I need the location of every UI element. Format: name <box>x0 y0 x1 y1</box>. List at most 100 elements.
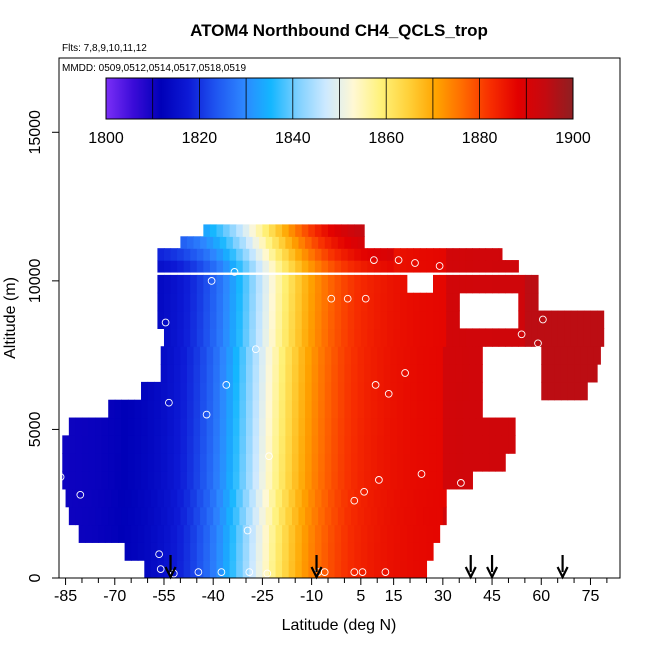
heat-cell <box>511 260 519 273</box>
heat-cell <box>242 292 250 312</box>
heat-cell <box>134 417 142 436</box>
heat-cell <box>265 506 273 526</box>
heat-cell <box>170 488 178 508</box>
heat-cell <box>275 274 283 294</box>
heat-cell <box>305 381 313 401</box>
heat-cell <box>216 524 224 543</box>
heat-cell <box>160 417 168 436</box>
heat-cell <box>393 310 401 329</box>
heat-cell <box>350 236 359 249</box>
heat-cell <box>213 364 221 383</box>
heat-cell <box>180 435 188 454</box>
heat-cell <box>406 542 414 561</box>
heat-cell <box>150 560 159 578</box>
heat-cell <box>295 248 303 261</box>
heat-cell <box>265 364 273 383</box>
heat-cell <box>134 399 142 419</box>
heat-cell <box>229 292 237 312</box>
heat-cell <box>262 560 270 578</box>
heat-cell <box>462 364 470 383</box>
heat-cell <box>272 435 280 454</box>
sample-point <box>327 294 336 303</box>
heat-cell <box>236 310 244 329</box>
heat-cell <box>170 274 178 294</box>
heat-cell <box>308 292 316 312</box>
heat-cell <box>537 310 546 329</box>
heat-cell <box>318 381 326 401</box>
heat-cell <box>364 417 372 436</box>
heat-cell <box>232 236 241 249</box>
sample-point <box>265 452 273 461</box>
heat-cell <box>383 346 391 365</box>
heat-cell <box>134 506 142 526</box>
flight-arrows <box>164 555 569 580</box>
heat-cell <box>190 488 198 508</box>
heat-cell <box>180 236 188 249</box>
heat-cell <box>265 417 273 436</box>
heat-cell <box>469 399 477 419</box>
heat-cell <box>295 292 303 312</box>
heat-cell <box>285 506 293 526</box>
heat-cell <box>531 310 539 329</box>
heat-cell <box>301 260 309 273</box>
heat-cell <box>190 274 198 294</box>
x-tick-label: 75 <box>582 588 600 605</box>
heat-cell <box>147 453 155 472</box>
heat-cell <box>423 471 431 490</box>
heat-cell <box>95 471 103 490</box>
heat-cell <box>200 381 208 401</box>
heat-cell <box>328 542 336 561</box>
heat-cell <box>387 560 395 578</box>
x-tick-label: 60 <box>532 588 550 605</box>
heat-cell <box>200 346 208 365</box>
flight-arrow-head <box>310 566 323 580</box>
heat-cell <box>314 542 323 561</box>
heat-cell <box>167 346 175 365</box>
heat-cell <box>410 381 418 401</box>
heat-cell <box>141 453 149 472</box>
heat-cell <box>262 310 270 329</box>
flight-arrow <box>310 555 323 580</box>
heat-cell <box>157 292 165 312</box>
heat-cell <box>524 328 533 347</box>
heat-cell <box>259 435 267 454</box>
colorbar-tick-label: 1900 <box>555 130 591 147</box>
heat-cell <box>177 274 185 294</box>
heat-cell <box>495 435 503 454</box>
heat-cell <box>462 399 470 419</box>
heat-cell <box>291 346 300 365</box>
heat-cell <box>380 328 388 347</box>
heat-cell <box>229 310 237 329</box>
heat-cell <box>88 471 96 490</box>
heat-cell <box>354 488 362 508</box>
heat-cell <box>347 328 355 347</box>
heat-cell <box>406 260 414 273</box>
heat-cell <box>560 381 569 401</box>
heat-cell <box>216 488 224 508</box>
heat-cell <box>400 274 408 294</box>
heat-cell <box>347 260 355 273</box>
heat-cell <box>577 328 585 347</box>
heat-cell <box>337 506 346 526</box>
heat-cell <box>492 274 500 294</box>
heat-cell <box>278 236 286 249</box>
heat-cell <box>364 471 372 490</box>
heat-cell <box>154 506 162 526</box>
flights-note: Flts: 7,8,9,10,11,12 <box>62 43 147 54</box>
heat-cell <box>203 488 211 508</box>
heat-cell <box>455 399 464 419</box>
heat-cell <box>81 506 90 526</box>
heat-cell <box>305 236 313 249</box>
heat-cell <box>469 453 477 472</box>
heat-cell <box>239 399 247 419</box>
heat-cell <box>180 399 188 419</box>
heat-cell <box>183 292 191 312</box>
heat-cell <box>433 524 441 543</box>
heat-cell <box>203 292 211 312</box>
sample-point <box>540 431 549 440</box>
heat-cell <box>373 328 382 347</box>
heat-cell <box>196 488 204 508</box>
heat-cell <box>341 274 349 294</box>
heat-cell <box>370 506 378 526</box>
heat-cell <box>288 260 296 273</box>
